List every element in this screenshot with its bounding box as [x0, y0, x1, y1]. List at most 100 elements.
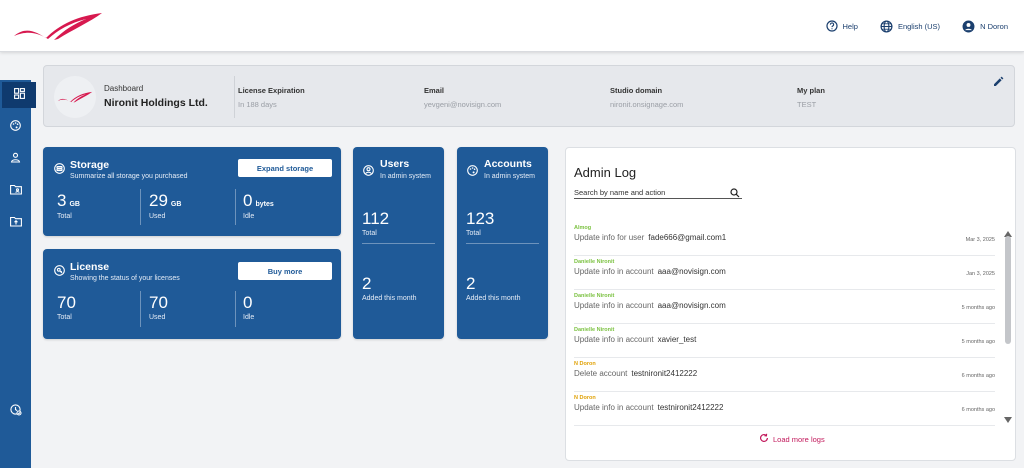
accounts-card: Accounts In admin system 123 Total 2 Add…	[457, 147, 548, 339]
user-menu[interactable]: N Doron	[962, 20, 1008, 33]
my-plan-field: My plan TEST	[797, 86, 825, 109]
stat-value: 0	[243, 191, 253, 210]
storage-idle: 0 bytes Idle	[243, 191, 274, 221]
field-value: yevgeni@novisign.com	[424, 100, 502, 109]
stat-value: 0	[243, 293, 253, 312]
log-entry: Danielle Nironit Update info in account a…	[574, 291, 995, 324]
license-expiration-field: License Expiration In 188 days	[238, 86, 305, 109]
log-time: 5 months ago	[961, 305, 995, 311]
log-entry: Almog Update info for user fade666@gmail.…	[574, 223, 995, 256]
log-target: aaa@novisign.com	[657, 301, 726, 310]
log-user: N Doron	[574, 361, 596, 367]
stat-value: 2	[362, 274, 372, 293]
edit-button[interactable]	[993, 74, 1004, 92]
log-action: Update info in account	[574, 301, 654, 310]
stat-value: 3	[57, 191, 67, 210]
log-user: Danielle Nironit	[574, 293, 615, 299]
email-field: Email yevgeni@novisign.com	[424, 86, 501, 109]
scroll-thumb[interactable]	[1005, 236, 1011, 344]
log-message: Update info in account testnironit2412222	[574, 403, 723, 412]
user-name: N Doron	[980, 21, 1008, 31]
license-idle: 0 Idle	[243, 293, 254, 322]
top-bar: Help English (US) N Doron	[0, 0, 1024, 52]
log-entry: Danielle Nironit Update info in account x…	[574, 325, 995, 358]
log-user: N Doron	[574, 395, 596, 401]
globe-icon	[880, 19, 893, 33]
stat-label: Idle	[243, 213, 255, 220]
info-divider	[234, 76, 235, 118]
stat-unit: bytes	[255, 201, 274, 208]
language-selector[interactable]: English (US)	[880, 19, 940, 33]
sidebar-item-folders[interactable]	[0, 178, 31, 204]
person-icon	[10, 150, 21, 168]
buy-more-button[interactable]: Buy more	[238, 262, 332, 280]
pencil-icon	[993, 74, 1004, 91]
stat-value: 29	[149, 191, 168, 210]
folder-upload-icon	[9, 214, 22, 232]
log-message: Update info for user fade666@gmail.com1	[574, 233, 726, 242]
storage-subtitle: Summarize all storage you purchased	[70, 173, 188, 180]
help-icon	[825, 20, 838, 32]
log-user: Danielle Nironit	[574, 327, 615, 333]
sidebar-item-themes[interactable]	[0, 114, 31, 140]
stat-unit: GB	[69, 201, 80, 208]
admin-log-title: Admin Log	[574, 165, 637, 180]
stat-divider	[362, 243, 435, 244]
users-card: Users In admin system 112 Total 2 Added …	[353, 147, 444, 339]
log-entry: N Doron Update info in account testnironi…	[574, 393, 995, 426]
log-search-input[interactable]: Search by name and action	[574, 184, 742, 199]
log-scrollbar[interactable]	[1004, 224, 1012, 428]
accounts-subtitle: In admin system	[484, 173, 535, 180]
scroll-up-icon[interactable]	[1004, 224, 1012, 242]
storage-total: 3 GB Total	[57, 191, 80, 221]
folder-icon	[9, 182, 22, 200]
log-time: Mar 3, 2025	[965, 237, 995, 243]
log-action: Delete account	[574, 369, 628, 378]
log-time: 6 months ago	[961, 373, 995, 379]
search-icon[interactable]	[730, 185, 740, 203]
log-time: 6 months ago	[961, 407, 995, 413]
log-message: Update info in account xavier_test	[574, 335, 696, 344]
admin-log-panel: Admin Log Search by name and action Almo…	[565, 147, 1016, 461]
field-value: In 188 days	[238, 100, 277, 109]
log-action: Update info in account	[574, 267, 654, 276]
log-action: Update info for user	[574, 233, 645, 242]
person-circle-icon	[363, 163, 374, 181]
history-icon	[9, 403, 22, 421]
stat-label: Used	[149, 314, 166, 321]
stat-label: Used	[149, 213, 166, 220]
users-added: 2 Added this month	[362, 274, 416, 303]
scroll-down-icon[interactable]	[1004, 410, 1012, 428]
help-link[interactable]: Help	[825, 20, 858, 32]
stat-divider	[466, 243, 539, 244]
dashboard-icon	[13, 86, 25, 104]
stat-label: Total	[362, 230, 377, 237]
log-user: Almog	[574, 225, 592, 231]
load-more-label: Load more logs	[773, 434, 825, 444]
field-value: TEST	[797, 100, 817, 109]
users-total: 112 Total	[362, 210, 389, 238]
studio-domain-field: Studio domain nironit.onsignage.com	[610, 86, 683, 109]
refresh-icon	[759, 433, 769, 445]
sidebar-item-users[interactable]	[0, 146, 31, 172]
stat-label: Total	[466, 230, 481, 237]
account-circle-icon	[962, 20, 975, 33]
log-target: testnironit2412222	[631, 369, 698, 378]
stat-divider	[140, 189, 141, 225]
sidebar-item-uploads[interactable]	[0, 210, 31, 236]
account-info-panel: Dashboard Nironit Holdings Ltd. License …	[43, 65, 1015, 127]
expand-storage-button[interactable]: Expand storage	[238, 159, 332, 177]
log-message: Delete account testnironit2412222	[574, 369, 697, 378]
load-more-logs-button[interactable]: Load more logs	[759, 433, 825, 445]
help-label: Help	[842, 21, 858, 31]
log-action: Update info in account	[574, 335, 654, 344]
license-title: License	[70, 261, 110, 273]
sidebar-item-history[interactable]	[0, 399, 31, 425]
field-label: Email	[424, 86, 445, 95]
brand-logo[interactable]	[12, 10, 104, 47]
stat-divider	[140, 291, 141, 327]
sidebar	[0, 80, 36, 468]
sidebar-item-dashboard[interactable]	[2, 82, 36, 108]
license-icon	[54, 263, 65, 281]
accounts-added: 2 Added this month	[466, 275, 520, 303]
